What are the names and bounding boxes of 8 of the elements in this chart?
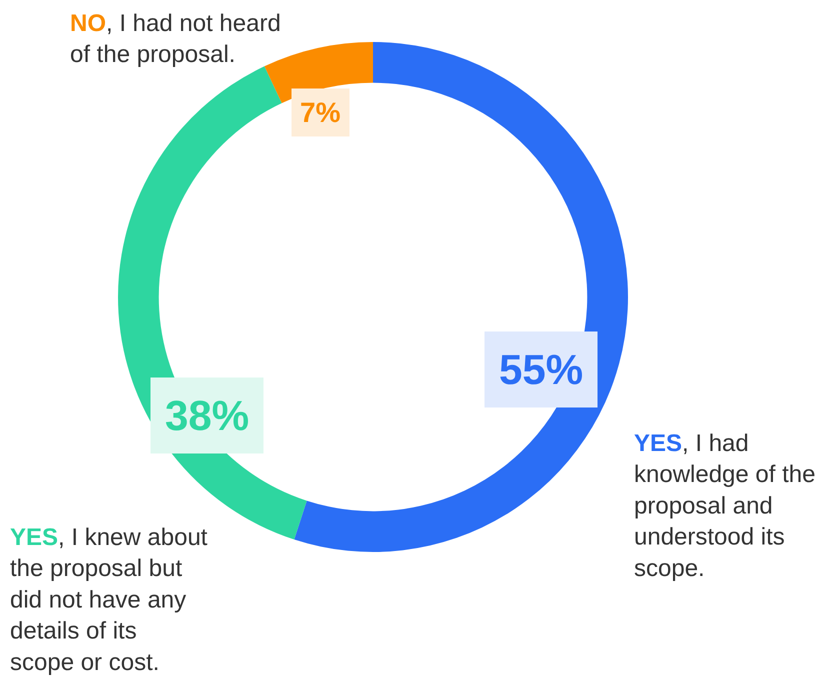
slice-label: YES, I knew about the proposal but did not have any details of its scope or cost. [10, 524, 208, 676]
slice-label: NO, I had not heard of the proposal. [70, 10, 281, 68]
data-label: 38% [165, 392, 250, 439]
data-label: 7% [300, 97, 341, 128]
slice-label: YES, I had knowledge of the proposal and understood its scope. [634, 430, 816, 582]
donut-slice [294, 42, 628, 552]
donut-slice [264, 42, 373, 104]
data-label: 55% [499, 346, 584, 393]
